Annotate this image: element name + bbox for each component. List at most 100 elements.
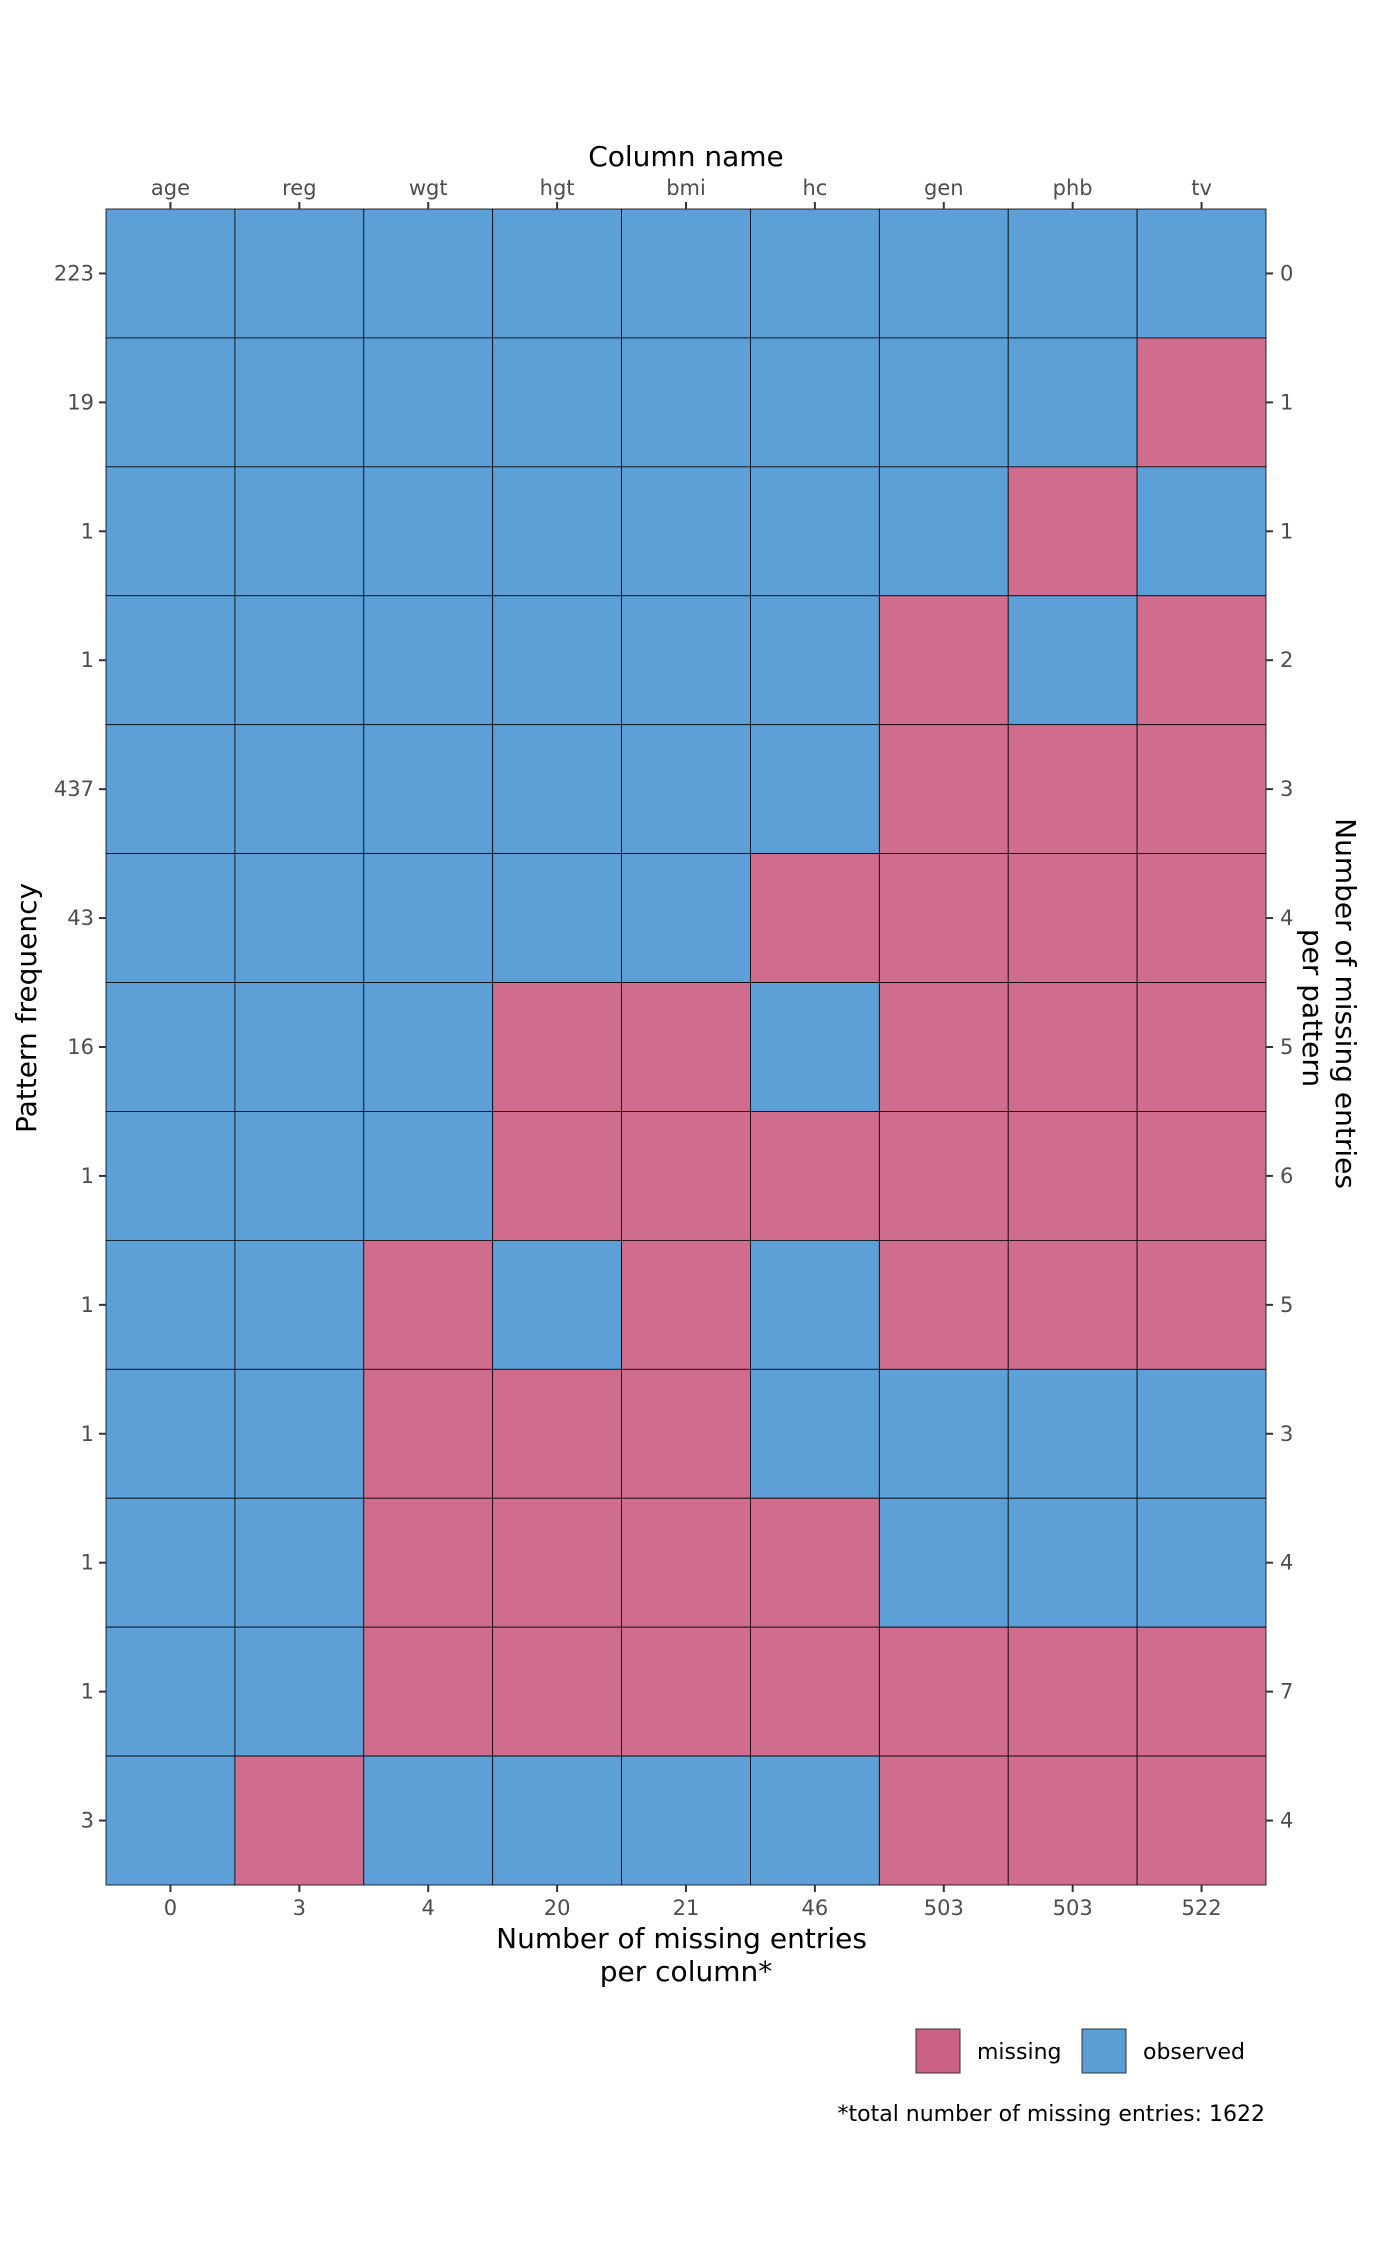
pattern-cell-observed <box>363 208 494 339</box>
missing-per-column-tick-label: 3 <box>293 1896 306 1920</box>
pattern-cell-observed <box>363 466 494 597</box>
column-name-tick-label: wgt <box>409 176 448 200</box>
pattern-cell-observed <box>621 466 751 597</box>
pattern-frequency-tick-label: 437 <box>54 777 94 801</box>
column-name-tick-label: gen <box>924 176 964 200</box>
pattern-cell-missing <box>878 1626 1009 1757</box>
pattern-cell-observed <box>363 595 494 726</box>
pattern-cell-missing <box>234 1755 365 1886</box>
pattern-frequency-tick-label: 1 <box>81 519 94 543</box>
bottom-axis-title: Number of missing entries per column* <box>496 1922 876 1988</box>
column-name-tick-label: bmi <box>666 176 706 200</box>
missing-per-pattern-tick-label: 4 <box>1280 906 1293 930</box>
pattern-cell-missing <box>621 1626 751 1757</box>
legend-label-missing: missing <box>977 2040 1062 2065</box>
missing-per-pattern-tick-label: 1 <box>1280 390 1293 414</box>
pattern-frequency-tick-label: 1 <box>81 1680 94 1704</box>
missing-per-column-tick-label: 46 <box>802 1896 829 1920</box>
missing-per-column-tick-label: 503 <box>1053 1896 1093 1920</box>
missing-per-column-tick-label: 0 <box>164 1896 177 1920</box>
missing-per-pattern-tick-label: 4 <box>1280 1809 1293 1833</box>
pattern-cell-observed <box>878 337 1009 468</box>
pattern-cell-observed <box>105 724 236 855</box>
pattern-cell-observed <box>105 1111 236 1241</box>
pattern-cell-missing <box>1007 1755 1138 1886</box>
pattern-cell-missing <box>1007 466 1138 597</box>
pattern-cell-observed <box>234 1497 365 1628</box>
top-axis-title: Column name <box>588 140 784 173</box>
missing-per-column-ticks: 0 3 4 20 21 46 503 503 522 <box>164 1885 1222 1920</box>
pattern-cell-missing <box>621 982 751 1112</box>
pattern-cell-observed <box>105 595 236 726</box>
pattern-cell-observed <box>750 1368 880 1499</box>
pattern-cell-missing <box>1136 337 1267 468</box>
pattern-cell-observed <box>105 853 236 983</box>
right-axis-title: Number of missing entries per pattern <box>1296 818 1362 1198</box>
pattern-cell-observed <box>234 1239 365 1370</box>
pattern-cell-observed <box>105 1497 236 1628</box>
pattern-cell-observed <box>105 1239 236 1370</box>
pattern-cell-missing <box>1007 1626 1138 1757</box>
pattern-cell-observed <box>363 1755 494 1886</box>
pattern-cell-observed <box>363 853 494 983</box>
pattern-cell-observed <box>1136 1368 1267 1499</box>
legend-swatch-missing <box>915 2028 961 2074</box>
pattern-cell-missing <box>1007 982 1138 1112</box>
pattern-cell-observed <box>492 1755 622 1886</box>
pattern-cell-observed <box>750 1239 880 1370</box>
pattern-cell-observed <box>492 853 622 983</box>
pattern-frequency-tick-label: 16 <box>67 1035 94 1059</box>
pattern-cell-observed <box>621 337 751 468</box>
pattern-frequency-tick-label: 1 <box>81 1164 94 1188</box>
pattern-cell-missing <box>878 1239 1009 1370</box>
pattern-cell-missing <box>1007 853 1138 983</box>
pattern-frequency-ticks: 223 19 1 1 437 43 16 1 1 1 1 1 3 <box>54 261 106 1833</box>
pattern-cell-observed <box>621 595 751 726</box>
pattern-cell-observed <box>750 337 880 468</box>
pattern-cell-observed <box>363 982 494 1112</box>
missing-per-pattern-tick-label: 4 <box>1280 1551 1293 1575</box>
legend-swatch-observed <box>1081 2028 1127 2074</box>
pattern-cell-observed <box>621 1755 751 1886</box>
pattern-cell-missing <box>1136 853 1267 983</box>
pattern-cell-observed <box>878 208 1009 339</box>
pattern-cell-missing <box>621 1111 751 1241</box>
missing-per-pattern-tick-label: 0 <box>1280 261 1293 285</box>
pattern-cell-observed <box>750 724 880 855</box>
left-axis-title: Pattern frequency <box>10 883 43 1133</box>
pattern-cell-observed <box>363 724 494 855</box>
pattern-cell-observed <box>363 337 494 468</box>
pattern-cell-observed <box>878 1368 1009 1499</box>
missing-per-column-tick-label: 20 <box>544 1896 571 1920</box>
pattern-cell-observed <box>492 595 622 726</box>
pattern-frequency-tick-label: 1 <box>81 1422 94 1446</box>
pattern-cell-observed <box>492 724 622 855</box>
pattern-cell-missing <box>1136 1111 1267 1241</box>
pattern-cell-missing <box>492 982 622 1112</box>
pattern-cell-missing <box>750 1497 880 1628</box>
pattern-cell-missing <box>1007 724 1138 855</box>
pattern-cell-missing <box>750 853 880 983</box>
pattern-cell-observed <box>750 595 880 726</box>
caption: *total number of missing entries: 1622 <box>838 2102 1266 2127</box>
pattern-cell-missing <box>363 1239 494 1370</box>
pattern-cell-observed <box>492 208 622 339</box>
pattern-cell-observed <box>105 337 236 468</box>
missing-per-pattern-tick-label: 7 <box>1280 1680 1293 1704</box>
pattern-cell-missing <box>878 724 1009 855</box>
pattern-cell-missing <box>878 1111 1009 1241</box>
pattern-cell-observed <box>234 1626 365 1757</box>
pattern-cell-missing <box>878 982 1009 1112</box>
pattern-cell-observed <box>750 208 880 339</box>
pattern-cell-missing <box>1136 1755 1267 1886</box>
pattern-cells <box>105 208 1267 1886</box>
column-name-tick-label: reg <box>282 176 316 200</box>
missing-per-pattern-tick-label: 2 <box>1280 648 1293 672</box>
pattern-cell-observed <box>1007 1368 1138 1499</box>
pattern-cell-missing <box>750 1626 880 1757</box>
pattern-cell-observed <box>750 982 880 1112</box>
pattern-cell-observed <box>105 982 236 1112</box>
pattern-frequency-tick-label: 43 <box>67 906 94 930</box>
missing-per-pattern-tick-label: 5 <box>1280 1293 1293 1317</box>
missing-per-pattern-ticks: 0 1 1 2 3 4 5 6 5 3 4 7 4 <box>1266 261 1293 1833</box>
